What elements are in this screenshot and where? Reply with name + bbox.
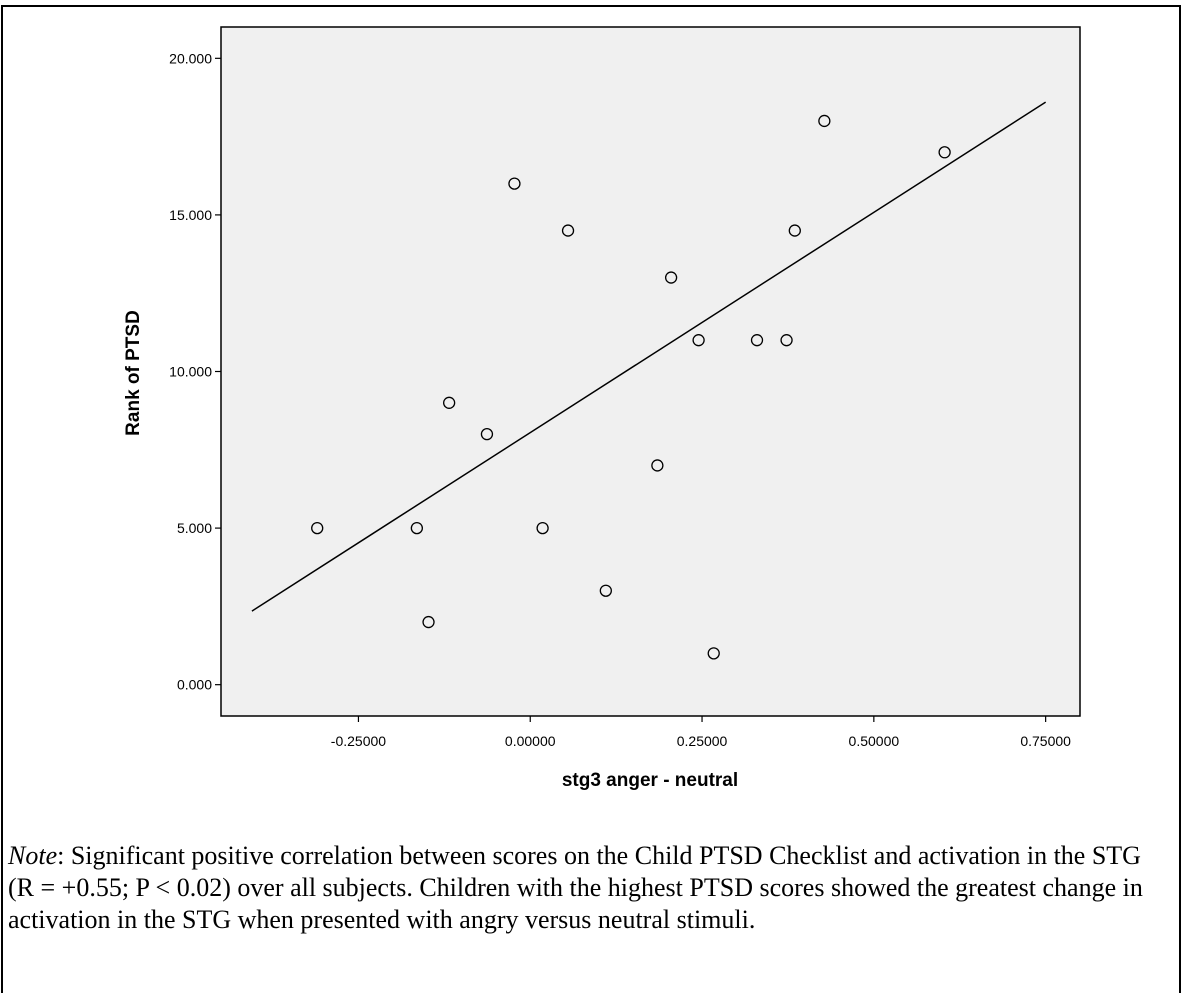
data-point	[410, 521, 424, 535]
figure-caption: Note: Significant positive correlation b…	[8, 840, 1168, 936]
x-tick-label: 0.00000	[505, 733, 556, 749]
data-point	[599, 584, 612, 597]
data-point	[788, 224, 801, 237]
x-axis-title: stg3 anger - neutral	[562, 770, 738, 791]
data-point	[664, 271, 678, 284]
y-tick-label: 0.000	[177, 677, 212, 693]
data-point	[561, 224, 575, 237]
scatter-chart: -0.25000 0.00000 0.25000 0.50000 0.75000 0.0…	[123, 26, 1081, 791]
figure-frame	[1, 5, 1181, 993]
y-tick-label: 10.000	[169, 364, 212, 380]
x-axis: -0.25000 0.00000 0.25000 0.50000 0.75000	[331, 716, 1071, 749]
data-point	[692, 334, 705, 347]
data-point	[780, 334, 793, 347]
data-point	[480, 427, 494, 441]
y-tick-label: 15.000	[169, 207, 212, 223]
caption-note-label: Note	[8, 841, 58, 870]
x-tick-label: -0.25000	[331, 733, 386, 749]
x-tick-label: 0.75000	[1020, 733, 1071, 749]
data-point	[508, 177, 521, 190]
data-point	[707, 647, 720, 660]
data-point	[818, 114, 831, 128]
y-tick-label: 5.000	[177, 520, 212, 536]
data-point	[750, 334, 764, 347]
y-tick-label: 20.000	[169, 50, 212, 66]
y-axis-title: Rank of PTSD	[123, 310, 144, 436]
caption-text: : Significant positive correlation betwe…	[8, 841, 1143, 934]
x-tick-label: 0.25000	[677, 733, 728, 749]
data-point	[651, 459, 664, 472]
plot-area	[220, 26, 1081, 717]
regression-line	[251, 101, 1047, 612]
y-axis: 0.000 5.000 10.000 15.000 20.000	[169, 50, 221, 693]
data-point	[443, 396, 456, 409]
data-point	[422, 615, 435, 629]
data-point	[938, 146, 951, 159]
data-point	[536, 521, 549, 535]
x-tick-label: 0.50000	[849, 733, 900, 749]
data-point	[311, 521, 324, 535]
data-points	[311, 114, 951, 660]
